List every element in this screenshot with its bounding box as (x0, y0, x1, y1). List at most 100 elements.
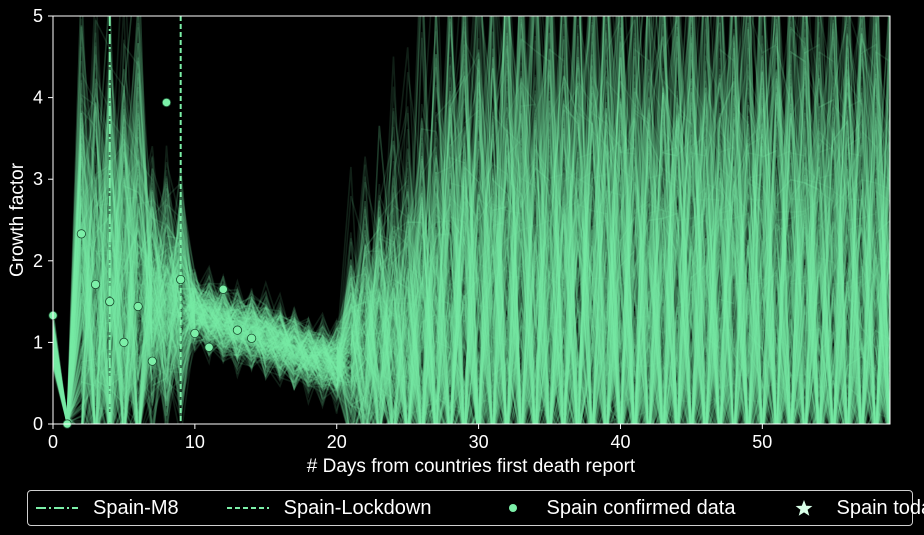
trajectory-line (53, 16, 890, 424)
trajectory-line (53, 16, 866, 424)
trajectory-line (53, 16, 890, 424)
y-tick-label: 4 (33, 88, 43, 108)
trajectory-line (53, 16, 890, 424)
trajectory-line (53, 16, 890, 424)
trajectory-line (53, 16, 890, 424)
legend: Spain-M8 Spain-Lockdown Spain confirmed … (27, 490, 924, 526)
x-tick-label: 40 (610, 432, 630, 452)
trajectory-line (53, 16, 890, 424)
trajectory-line (53, 46, 890, 424)
trajectory-line (53, 16, 875, 424)
trajectory-line (53, 16, 890, 424)
trajectory-line (53, 19, 890, 424)
trajectory-line (53, 16, 890, 424)
trajectory-line (53, 16, 890, 424)
trajectory-line (53, 124, 862, 424)
confirmed-data-point (105, 296, 115, 307)
trajectory-line (53, 31, 890, 424)
x-tick-label: 30 (469, 432, 489, 452)
trajectory-line (53, 16, 890, 424)
trajectory-line (53, 16, 890, 424)
trajectory-line (53, 16, 876, 424)
trajectory-line (53, 16, 890, 424)
trajectory-line (53, 16, 877, 424)
trajectory-line (53, 16, 890, 424)
trajectory-line (53, 16, 890, 424)
trajectory-line (53, 16, 890, 424)
trajectory-line (53, 17, 890, 424)
trajectory-line (53, 16, 890, 424)
trajectory-line (53, 16, 890, 424)
trajectory-line (53, 23, 866, 424)
trajectory-line (53, 16, 890, 424)
trajectory-line (53, 16, 890, 424)
trajectory-line (53, 59, 890, 424)
trajectory-line (53, 16, 890, 424)
trajectory-line (53, 64, 890, 424)
trajectory-line (53, 16, 890, 424)
trajectory-line (53, 16, 890, 424)
trajectory-line (53, 16, 890, 424)
trajectory-line (53, 22, 890, 424)
trajectory-line (53, 16, 890, 424)
legend-label-m8: Spain-M8 (93, 496, 179, 519)
trajectory-line (53, 16, 889, 424)
trajectory-line (53, 16, 890, 424)
trajectory-line (53, 16, 890, 424)
trajectory-line (53, 16, 890, 424)
trajectory-line (53, 37, 890, 424)
plot-frame (52, 15, 891, 425)
legend-label-confirmed: Spain confirmed data (546, 496, 736, 519)
trajectory-line (53, 30, 890, 424)
trajectory-line (53, 16, 889, 424)
trajectory-line (53, 50, 890, 424)
trajectory-line (53, 90, 890, 424)
trajectory-line (53, 16, 873, 424)
trajectory-line (53, 16, 890, 424)
trajectory-line (53, 16, 890, 424)
trajectory-line (53, 19, 859, 424)
trajectory-line (53, 16, 819, 424)
trajectory-line (53, 39, 884, 424)
trajectory-line (53, 63, 890, 424)
trajectory-line (53, 16, 890, 424)
trajectory-line (53, 90, 890, 424)
trajectory-line (53, 16, 890, 424)
trajectory-line (53, 16, 890, 424)
trajectory-line (53, 19, 890, 424)
trajectory-line (53, 16, 890, 424)
trajectory-line (53, 16, 890, 424)
trajectory-line (53, 16, 890, 424)
trajectory-line (53, 16, 890, 424)
trajectory-line (53, 16, 890, 424)
trajectory-line (53, 16, 890, 424)
trajectory-line (53, 16, 890, 424)
trajectory-line (53, 22, 890, 424)
trajectory-line (53, 37, 890, 424)
trajectory-line (53, 41, 890, 424)
trajectory-line (53, 82, 890, 424)
trajectory-line (53, 16, 890, 424)
trajectory-line (53, 16, 890, 424)
trajectory-line (53, 16, 890, 424)
trajectory-line (53, 16, 890, 424)
trajectory-line (53, 16, 890, 424)
trajectory-line (53, 16, 890, 424)
trajectory-line (53, 58, 875, 424)
trajectory-line (53, 19, 890, 424)
trajectory-line (53, 16, 874, 424)
trajectory-line (53, 16, 890, 424)
trajectory-line (53, 16, 890, 424)
legend-label-lockdown: Spain-Lockdown (283, 496, 432, 519)
trajectory-line (53, 74, 890, 424)
trajectory-line (53, 16, 890, 424)
confirmed-data-points (48, 97, 257, 429)
trajectory-line (53, 16, 890, 424)
confirmed-data-point (133, 301, 143, 312)
trajectory-line (53, 16, 890, 424)
trajectory-line (53, 16, 890, 424)
trajectory-line (53, 16, 890, 424)
trajectory-line (53, 16, 890, 424)
trajectory-line (53, 16, 890, 424)
trajectory-line (53, 16, 890, 424)
